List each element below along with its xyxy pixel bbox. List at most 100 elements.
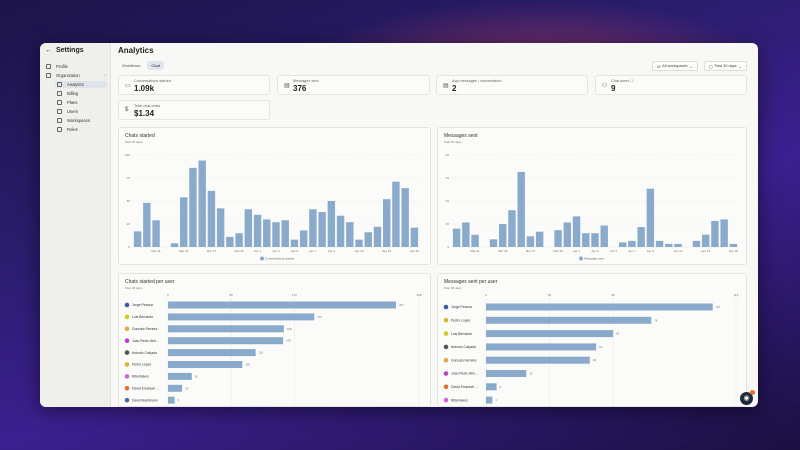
legend-label: Messages sent bbox=[584, 257, 604, 261]
users-icon: ⚇ bbox=[602, 83, 608, 89]
bar bbox=[486, 303, 713, 311]
user-name: Jorge Pessoa bbox=[451, 305, 472, 309]
chart-subtitle: Past 30 days bbox=[125, 286, 143, 290]
sidebar-item-profile[interactable]: Profile bbox=[46, 63, 68, 70]
user-name: Ribeiralves bbox=[451, 398, 468, 402]
bar bbox=[168, 396, 175, 404]
tab-workflows[interactable]: Workflows bbox=[122, 63, 141, 68]
user-name: Antonio Calçada bbox=[132, 351, 157, 355]
bar-value-label: 19 bbox=[185, 386, 189, 390]
user-name: Joao Pedro Alm... bbox=[132, 339, 159, 343]
label: Users bbox=[67, 109, 78, 114]
x-tick-label: Apr 18 bbox=[729, 249, 738, 253]
messages-icon: ▤ bbox=[284, 83, 290, 89]
bar bbox=[701, 234, 710, 247]
user-avatar bbox=[124, 386, 130, 391]
x-tick-label: 0 bbox=[485, 293, 487, 297]
bar bbox=[290, 239, 299, 247]
x-tick-label: Apr 3 bbox=[591, 249, 599, 253]
tab-chat[interactable]: Chat bbox=[147, 61, 164, 70]
stat-conversations-started: ▭ Conversations started 1.09k bbox=[118, 75, 270, 95]
bar bbox=[655, 240, 664, 247]
sidebar-item-billing[interactable]: Billing bbox=[57, 90, 78, 97]
x-tick-label: Mar 27 bbox=[207, 249, 217, 253]
x-tick-label: 170 bbox=[292, 293, 297, 297]
bar-value-label: 52 bbox=[599, 345, 603, 349]
user-name: Goncalo Ferreira bbox=[451, 358, 477, 362]
x-tick-label: 0 bbox=[167, 293, 169, 297]
bar bbox=[711, 220, 719, 247]
bar bbox=[346, 222, 354, 247]
chat-bubble-icon: ▭ bbox=[125, 83, 131, 89]
legend-label: Conversations started bbox=[265, 257, 295, 261]
bar bbox=[720, 219, 728, 247]
help-chat-button[interactable]: ◉ bbox=[740, 392, 753, 405]
bar bbox=[364, 232, 372, 247]
stat-avg-messages: ▤ Avg messages / conversation 2 bbox=[436, 75, 588, 95]
bar bbox=[665, 243, 673, 247]
bar bbox=[226, 236, 234, 247]
user-name: Pedro Lopes bbox=[132, 363, 152, 367]
x-tick-label: Apr 1 bbox=[254, 249, 262, 253]
bar bbox=[517, 171, 525, 247]
info-icon[interactable]: ⓘ bbox=[630, 79, 635, 83]
label: Profile bbox=[56, 64, 68, 69]
bar bbox=[486, 383, 497, 391]
settings-window: ← Settings Profile Organization ⌃ Analytic… bbox=[40, 43, 758, 407]
x-tick-label: Apr 9 bbox=[647, 249, 655, 253]
page-title: Analytics bbox=[118, 46, 154, 55]
x-tick-label: Apr 5 bbox=[291, 249, 299, 253]
x-tick-label: 85 bbox=[229, 293, 233, 297]
bar bbox=[618, 242, 627, 247]
user-avatar bbox=[124, 362, 130, 367]
stat-value: $1.34 bbox=[134, 109, 155, 118]
user-avatar bbox=[124, 374, 130, 379]
calendar-icon: ▢ bbox=[709, 64, 713, 69]
sidebar-item-analytics[interactable]: Analytics bbox=[55, 81, 107, 88]
sidebar-item-plans[interactable]: Plans bbox=[57, 99, 77, 106]
x-tick-label: Apr 15 bbox=[382, 249, 391, 253]
stat-messages-sent: ▤ Messages sent 376 bbox=[277, 75, 430, 95]
label: Workspaces bbox=[67, 118, 90, 123]
sidebar-title: Settings bbox=[56, 47, 84, 54]
sidebar-item-workspaces[interactable]: Workspaces bbox=[57, 117, 90, 124]
plans-icon bbox=[57, 100, 62, 105]
settings-back[interactable]: ← Settings bbox=[45, 47, 84, 54]
date-range-filter[interactable]: ▢ Past 30 days ⌄ bbox=[704, 61, 747, 71]
bar-value-label: 9 bbox=[178, 398, 180, 402]
dollar-icon: $ bbox=[125, 107, 129, 113]
bar bbox=[263, 219, 271, 247]
y-tick-label: 30 bbox=[446, 199, 450, 203]
x-tick-label: Apr 3 bbox=[272, 249, 280, 253]
bar bbox=[410, 227, 419, 247]
bar bbox=[563, 222, 572, 247]
workspace-filter[interactable]: ⛁ All workspaces ⌄ bbox=[652, 61, 698, 71]
building-icon bbox=[46, 73, 51, 78]
chart-title: Chats started bbox=[125, 133, 155, 139]
bar bbox=[373, 226, 382, 247]
stat-total-chat-costs: $ Total chat costs $1.34 bbox=[118, 100, 270, 120]
bar bbox=[253, 214, 262, 247]
x-tick-label: 60 bbox=[611, 293, 615, 297]
bar bbox=[168, 372, 192, 380]
chart-canvas: 0 30 60 118 Jorge Pessoa 107 Pedro Lopes 78 Luis… bbox=[443, 293, 739, 406]
chevron-down-icon: ⌄ bbox=[738, 64, 742, 69]
bar bbox=[281, 220, 289, 247]
sidebar-item-roles[interactable]: Roles bbox=[57, 126, 78, 133]
x-tick-label: Mar 27 bbox=[526, 249, 536, 253]
bar bbox=[646, 188, 655, 247]
sidebar-item-organization[interactable]: Organization ⌃ bbox=[46, 72, 106, 79]
x-tick-label: Mar 24 bbox=[179, 249, 189, 253]
user-avatar bbox=[443, 357, 449, 363]
user-avatar bbox=[124, 397, 130, 403]
bar bbox=[486, 343, 597, 351]
bar bbox=[189, 167, 197, 247]
sidebar-item-users[interactable]: Users bbox=[57, 108, 78, 115]
bar-value-label: 118 bbox=[259, 351, 264, 355]
bar bbox=[152, 220, 160, 247]
chart-title: Messages sent bbox=[444, 133, 478, 139]
bar-value-label: 107 bbox=[716, 305, 721, 309]
bar bbox=[168, 337, 284, 345]
y-tick-label: 100 bbox=[125, 153, 130, 157]
bar-value-label: 5 bbox=[500, 385, 502, 389]
